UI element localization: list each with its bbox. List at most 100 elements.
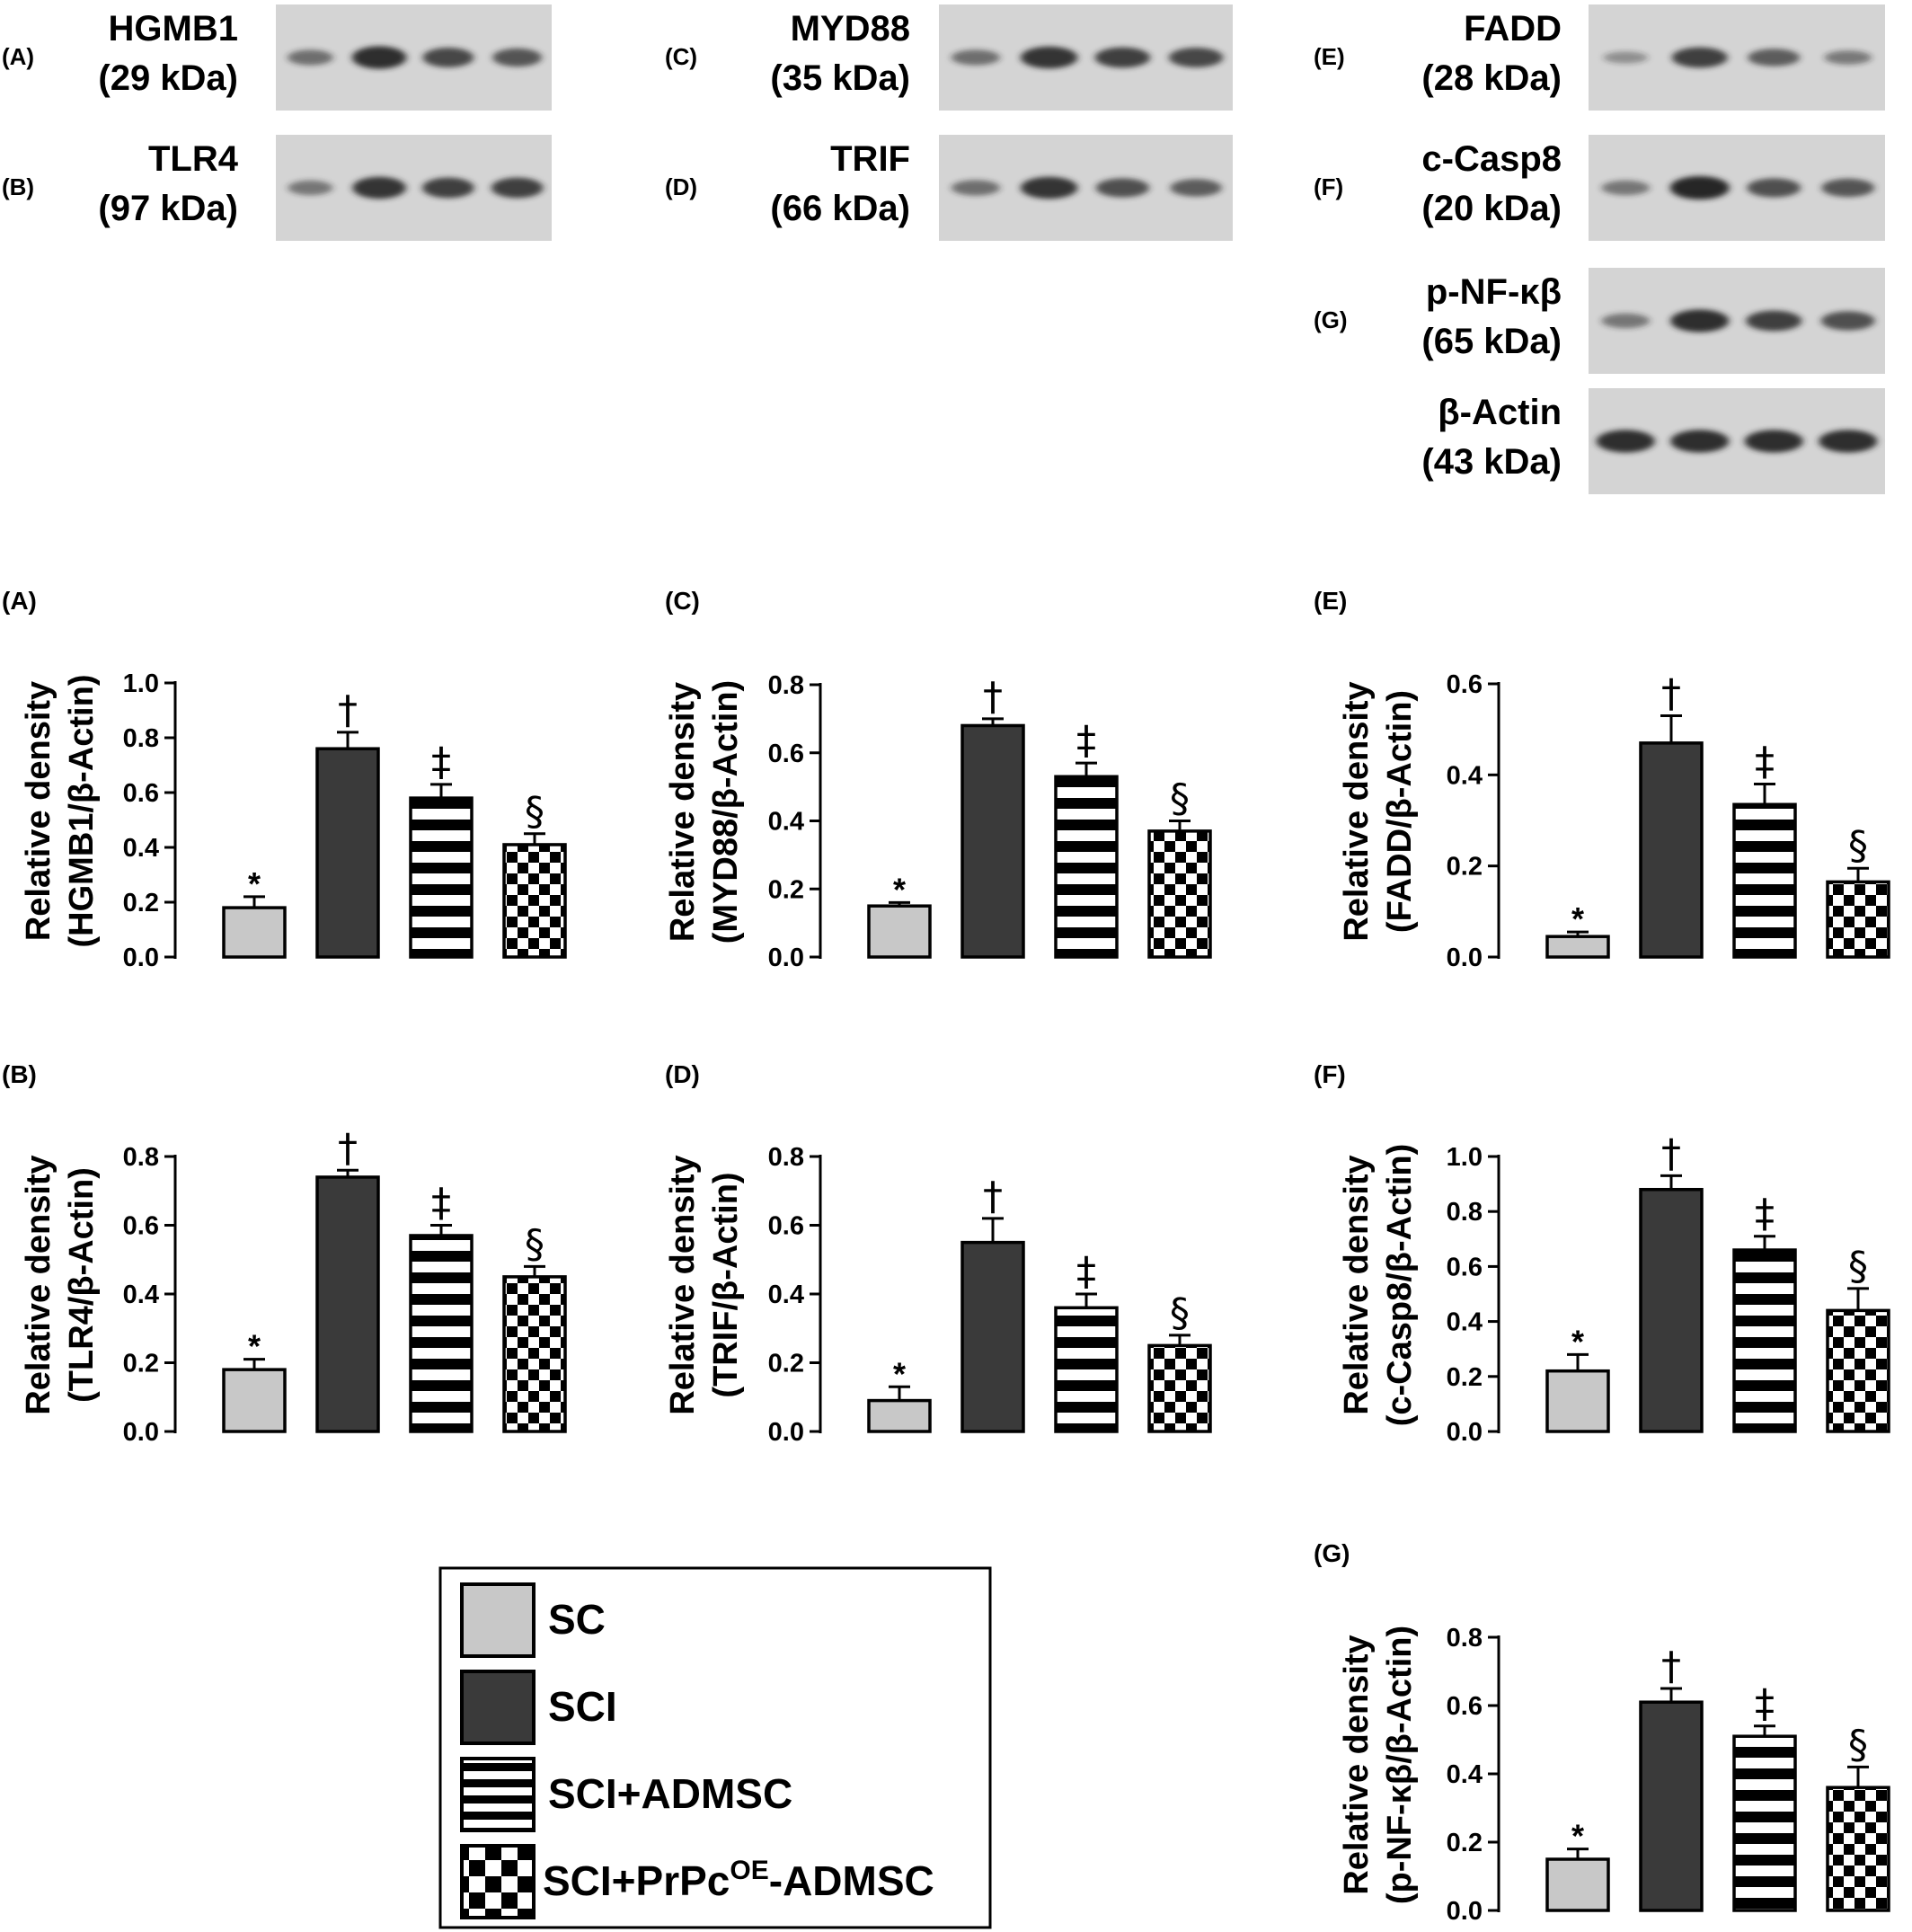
chart-y-axis-label: Relative density (HGMB1/β-Actin) (20, 675, 101, 948)
bar-sci (960, 723, 1025, 959)
y-tick-label: 0.8 (123, 1143, 159, 1172)
blot-band (1819, 430, 1878, 453)
chart-panel-a: (A) Relative density (HGMB1/β-Actin) 0.0 0.2… (2, 587, 567, 972)
y-tick-label: 1.0 (123, 669, 159, 698)
bar-sc (1545, 1369, 1610, 1433)
y-tick-label: 0.8 (123, 724, 159, 753)
blot-protein-name: TLR4 (148, 139, 239, 179)
significance-marker: ‡ (1755, 739, 1775, 784)
legend-swatch-sci-admsc (460, 1757, 536, 1832)
y-tick-label: 0.6 (1447, 670, 1483, 699)
y-tick-label: 0.6 (123, 779, 159, 808)
significance-marker: † (1661, 1644, 1681, 1689)
blot-panel-letter: (D) (665, 173, 697, 200)
blot-molecular-weight: (43 kDa) (1421, 442, 1562, 482)
y-label-line1: Relative density (1338, 1635, 1376, 1894)
bar-sci-admsc (1732, 802, 1797, 959)
legend-label-sc: SC (548, 1596, 606, 1643)
chart-panel-letter: (C) (665, 587, 700, 615)
bar-sc (1545, 935, 1610, 959)
blot-protein-name: p-NF-κβ (1426, 272, 1562, 312)
blot-band (951, 180, 1000, 196)
bar-sci-admsc (1732, 1248, 1797, 1433)
significance-marker: * (1571, 900, 1584, 937)
blot-band (422, 48, 474, 67)
blot-band (1747, 178, 1801, 198)
significance-marker: † (1661, 670, 1681, 716)
bar-sci-prpc-admsc (1826, 1786, 1890, 1912)
chart-y-axis-label: Relative density (c-Casp8/β-Actin) (1338, 1144, 1419, 1427)
bar-sci (315, 747, 380, 959)
blot-band (492, 48, 542, 67)
blot-molecular-weight: (65 kDa) (1421, 322, 1562, 361)
bar-sci-admsc (409, 1234, 474, 1433)
significance-marker: † (338, 687, 358, 733)
chart-y-axis-label: Relative density (MYD88/β-Actin) (664, 680, 745, 944)
significance-marker: § (1848, 1722, 1868, 1768)
y-tick-label: 1.0 (1447, 1143, 1483, 1172)
blot-band (1744, 430, 1803, 453)
western-blot-section: (A)HGMB1(29 kDa)(B)TLR4(97 kDa)(C)MYD88(… (2, 4, 1885, 494)
y-tick-label: 0.0 (123, 944, 159, 972)
bar-sci (1639, 741, 1704, 959)
legend-swatch-sc (460, 1582, 536, 1658)
bar-sc (867, 1398, 932, 1433)
bar-sci (960, 1240, 1025, 1433)
y-tick-label: 0.0 (123, 1418, 159, 1447)
significance-marker: ‡ (1755, 1681, 1775, 1727)
blot-protein-name: TRIF (830, 139, 910, 179)
legend-label-sci-prpc-admsc: SCI+PrPcOE-ADMSC (543, 1856, 934, 1904)
y-tick-label: 0.4 (768, 1281, 804, 1309)
chart-panel-letter: (E) (1314, 587, 1347, 615)
y-label-line1: Relative density (20, 1155, 58, 1414)
bar-sci-prpc-admsc (502, 843, 567, 959)
chart-panel-g: (G) Relative density (p-NF-κβ/β-Actin) 0.0 0… (1314, 1539, 1890, 1926)
bar-sc (222, 1368, 287, 1433)
y-tick-label: 0.2 (768, 875, 804, 904)
significance-marker: * (893, 1355, 906, 1392)
blot-protein-name: β-Actin (1438, 393, 1562, 432)
chart-panel-f: (F) Relative density (c-Casp8/β-Actin) 0.0 0… (1314, 1060, 1890, 1447)
bar-sci (1639, 1187, 1704, 1433)
y-label-line2: (c-Casp8/β-Actin) (1381, 1144, 1419, 1427)
significance-marker: ‡ (1755, 1192, 1775, 1237)
y-label-line1: Relative density (20, 681, 58, 941)
chart-panel-letter: (A) (2, 587, 37, 615)
blot-band (422, 177, 474, 199)
significance-marker: § (525, 1221, 544, 1267)
blot-protein-name: HGMB1 (109, 9, 238, 49)
blot-panel-letter: (B) (2, 173, 34, 200)
y-tick-label: 0.2 (1447, 1829, 1483, 1857)
chart-y-axis-label: Relative density (TRIF/β-Actin) (664, 1155, 745, 1414)
y-tick-label: 0.6 (768, 1212, 804, 1241)
significance-marker: † (1661, 1130, 1681, 1176)
blot-6: (F) c-Casp8 (20 kDa) (1314, 135, 1885, 241)
y-tick-label: 0.0 (768, 944, 804, 972)
blot-band (351, 46, 407, 69)
significance-marker: § (1848, 823, 1868, 869)
significance-marker: § (1170, 1290, 1190, 1336)
y-tick-label: 0.6 (123, 1212, 159, 1241)
chart-y-axis-label: Relative density (FADD/β-Actin) (1338, 681, 1419, 941)
bar-sc (1545, 1857, 1610, 1912)
significance-marker: † (983, 674, 1003, 720)
significance-marker: * (1571, 1323, 1584, 1360)
significance-marker: * (893, 871, 906, 908)
blot-3: (C) MYD88 (35 kDa) (665, 4, 1233, 111)
blot-2: (B) TLR4 (97 kDa) (2, 135, 552, 241)
y-tick-label: 0.6 (1447, 1253, 1483, 1281)
y-tick-label: 0.0 (768, 1418, 804, 1447)
legend: SC SCI SCI+ADMSC SCI+PrPcOE-ADMSC (438, 1566, 992, 1929)
y-tick-label: 0.4 (123, 834, 159, 863)
bar-sci-admsc (1054, 1306, 1119, 1433)
significance-marker: * (1571, 1818, 1584, 1855)
chart-panel-b: (B) Relative density (TLR4/β-Actin) 0.0 0.2 0… (2, 1060, 567, 1447)
y-tick-label: 0.4 (123, 1281, 159, 1309)
significance-marker: ‡ (1076, 718, 1096, 764)
legend-label-sci-admsc: SCI+ADMSC (548, 1770, 792, 1817)
blot-band (1669, 176, 1730, 199)
blot-molecular-weight: (28 kDa) (1421, 58, 1562, 98)
bar-sci-admsc (1054, 775, 1119, 959)
blot-band (1670, 430, 1730, 453)
chart-panel-letter: (G) (1314, 1539, 1350, 1567)
